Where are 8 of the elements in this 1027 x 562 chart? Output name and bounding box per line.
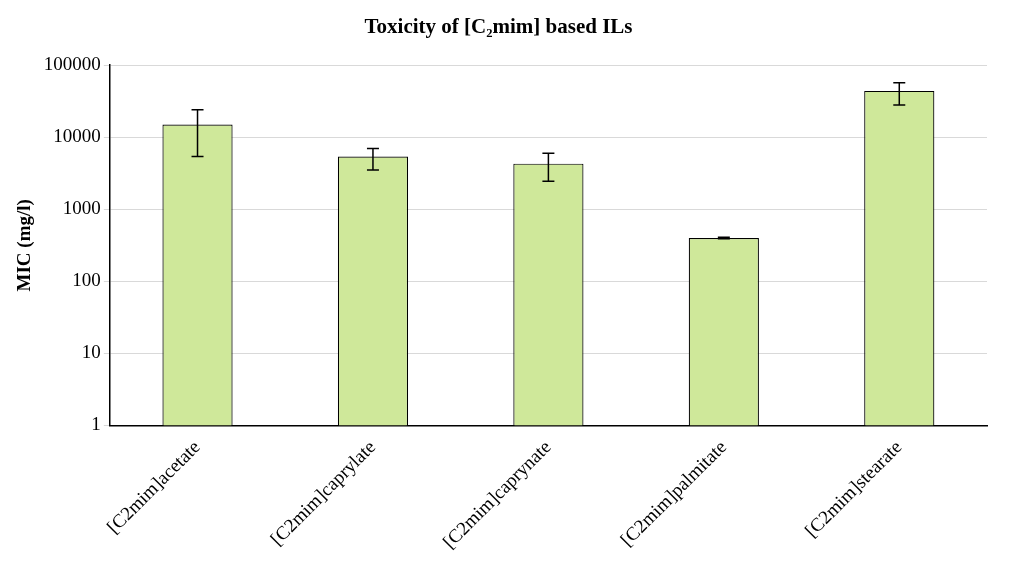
chart-title: Toxicity of [C₂mim] based ILs [364, 14, 633, 39]
y-tick-label: 10000 [53, 125, 101, 147]
y-axis-title: MIC (mg/l) [13, 199, 36, 292]
y-tick-label: 100000 [43, 53, 101, 75]
y-tick-label: 10 [81, 341, 101, 363]
y-tick-label: 100 [72, 269, 101, 291]
y-tick-label: 1000 [62, 197, 101, 219]
y-tick-label: 1 [91, 413, 101, 435]
